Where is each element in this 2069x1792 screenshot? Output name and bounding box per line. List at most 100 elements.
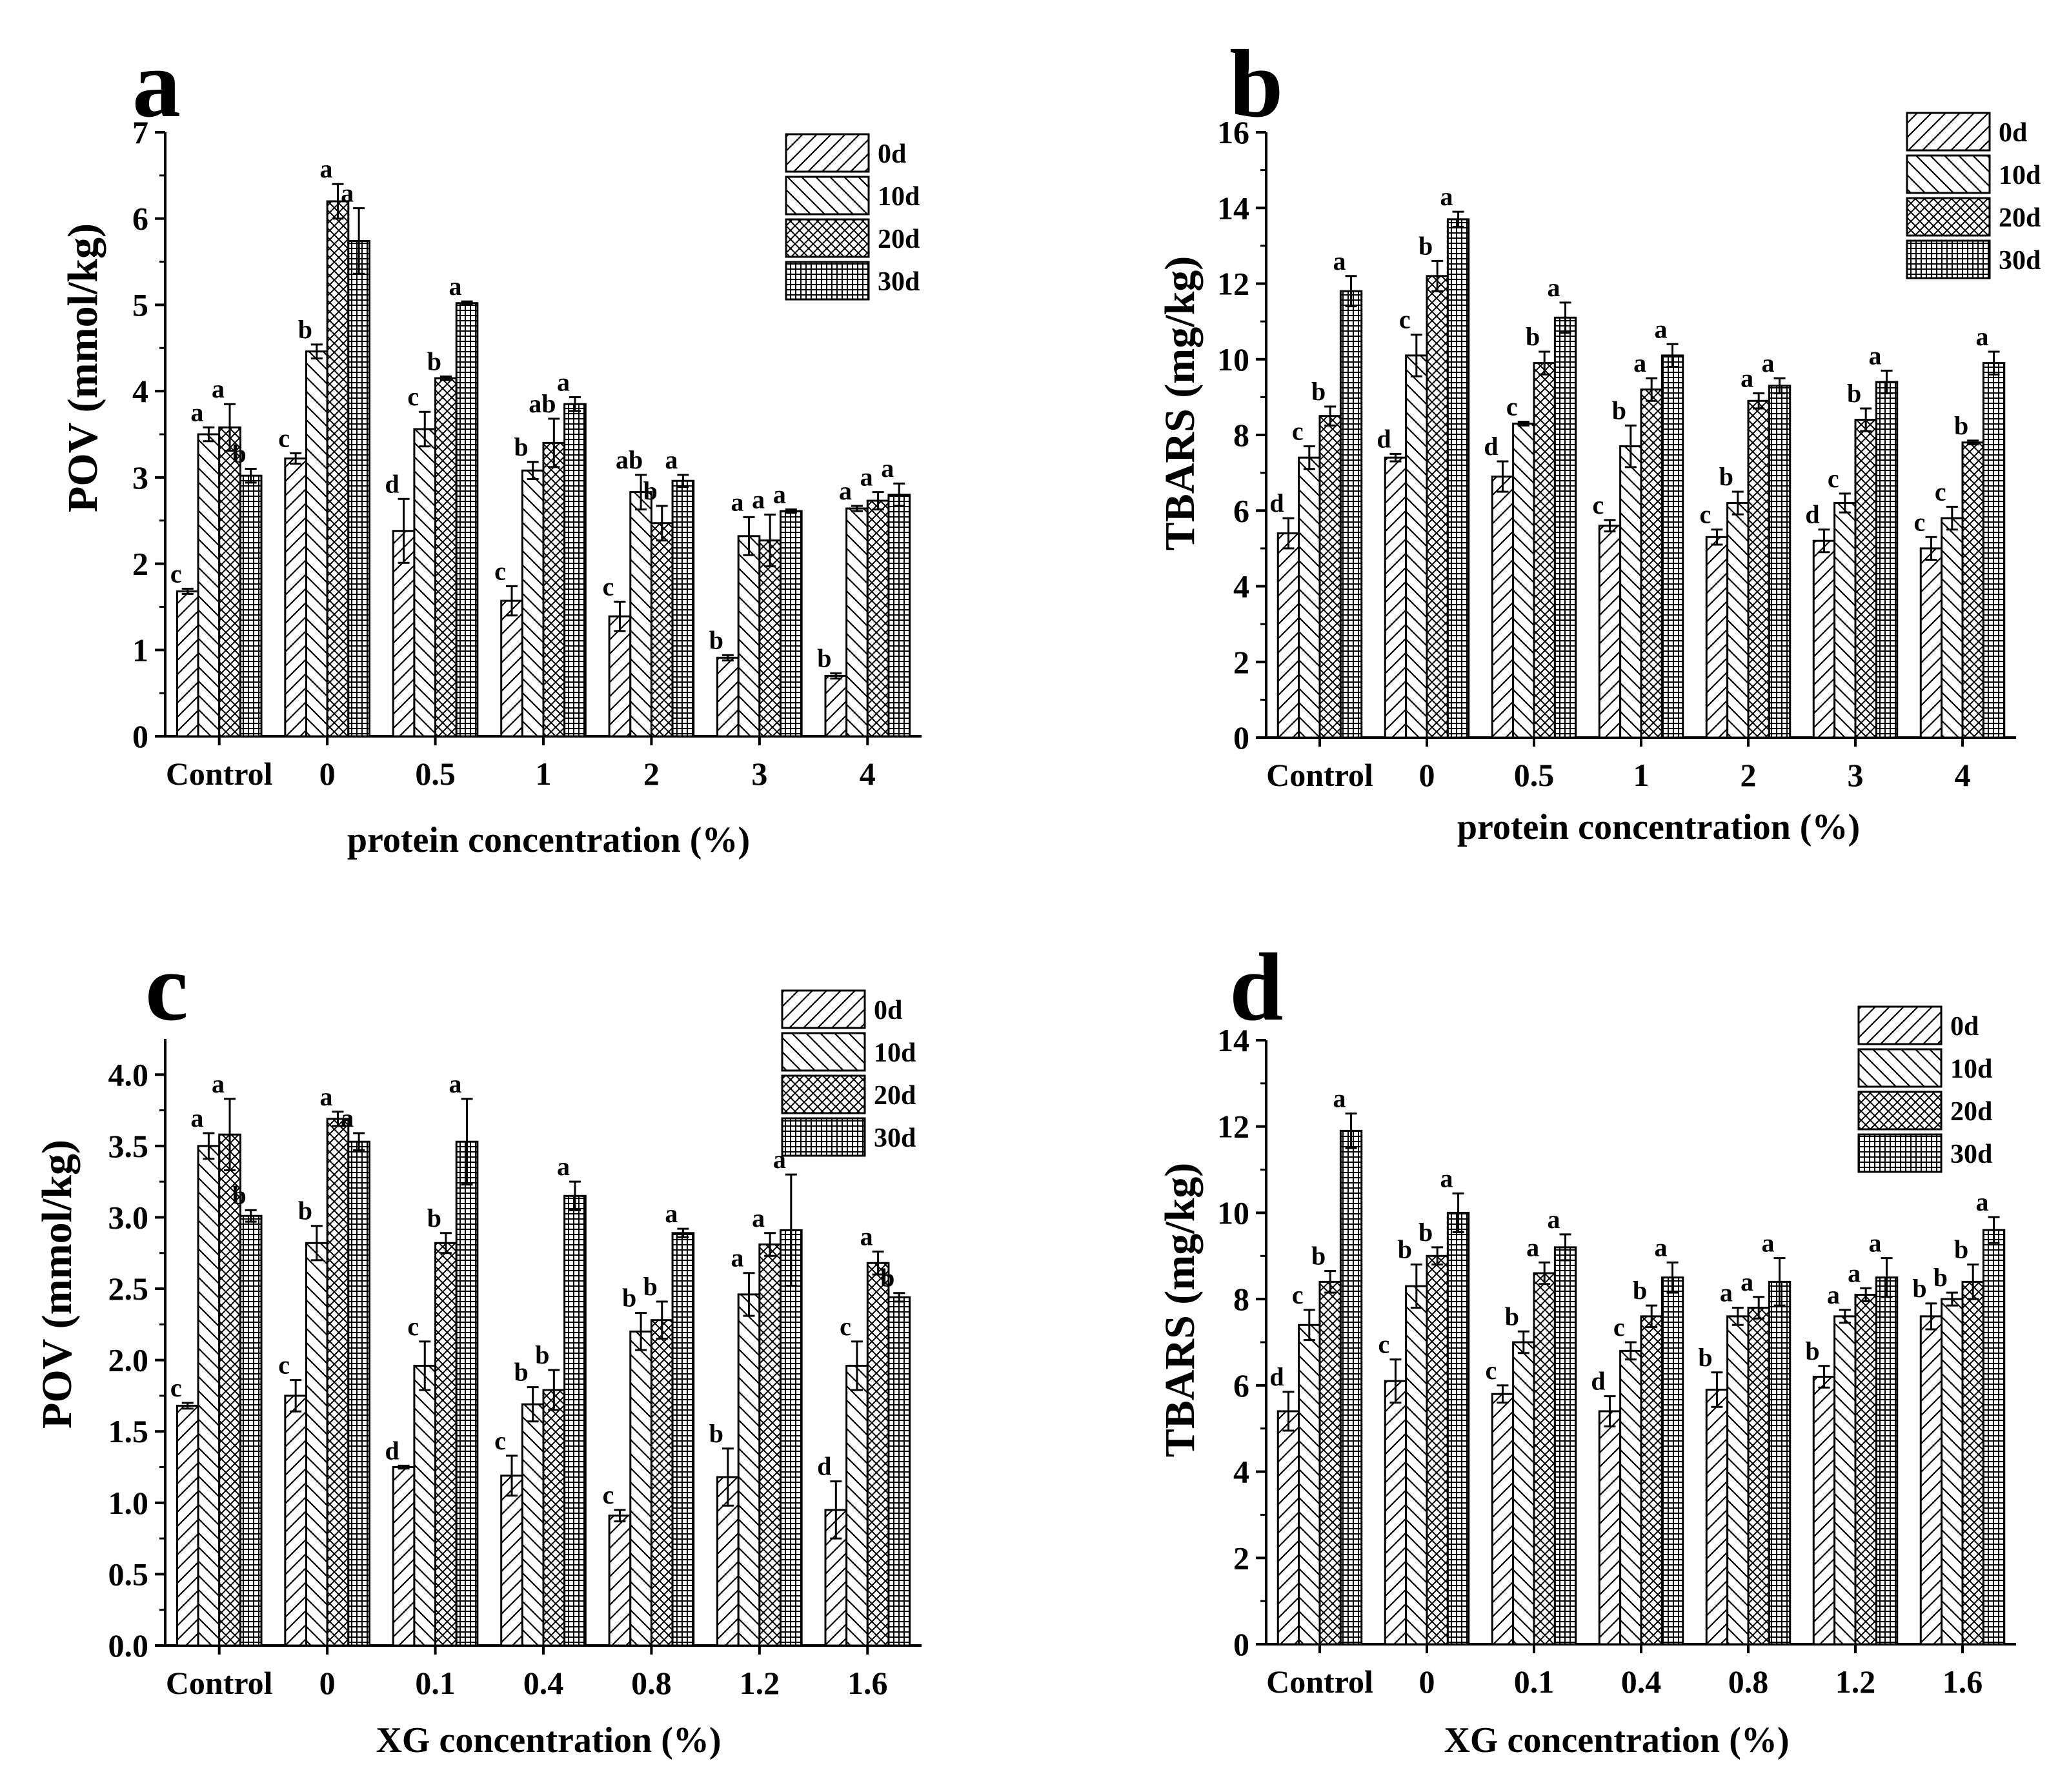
significance-letter: a [449, 272, 462, 301]
legend-swatch [781, 1032, 866, 1072]
bar [347, 239, 370, 738]
significance-letter: a [1869, 1229, 1882, 1258]
bar [1640, 388, 1663, 739]
plot-area-a: 01234567Controlcaab0cbaa0.5dcba1cbaba2ca… [132, 114, 922, 792]
bar [629, 491, 652, 738]
x-tick-label: Control [1266, 757, 1373, 793]
y-axis-label-a: POV (mmol/kg) [59, 223, 106, 512]
x-tick-label: 3 [1848, 757, 1864, 793]
x-tick-label: 1 [536, 756, 552, 792]
bar [887, 494, 911, 738]
significance-letter: a [1548, 273, 1560, 302]
significance-letter: a [212, 374, 225, 403]
significance-letter: c [407, 1312, 419, 1341]
y-axis-label-b: TBARS (mg/kg) [1156, 256, 1204, 551]
significance-letter: a [1333, 247, 1346, 276]
bar [542, 1389, 566, 1647]
significance-letter: a [1869, 341, 1882, 370]
bar [1705, 1389, 1729, 1646]
bar [845, 1364, 869, 1647]
bar [1405, 1285, 1428, 1646]
significance-letter: a [1741, 1267, 1753, 1296]
legend-swatch [1857, 1133, 1943, 1173]
y-tick-label: 1.5 [108, 1413, 149, 1449]
significance-letter: a [1741, 364, 1753, 393]
legend-label: 0d [874, 996, 902, 1025]
x-tick-label: 0.5 [415, 756, 456, 792]
legend-label: 10d [878, 182, 920, 212]
x-tick-label: 4 [1955, 757, 1971, 793]
significance-letter: a [752, 1203, 765, 1233]
bar [866, 1262, 890, 1647]
legend-label: 0d [1950, 1012, 1979, 1042]
significance-letter: b [643, 476, 658, 505]
significance-letter: b [1719, 462, 1733, 491]
y-tick-label: 3.5 [108, 1128, 149, 1164]
bar [737, 535, 761, 738]
significance-letter: d [1269, 1362, 1284, 1391]
significance-letter: a [860, 463, 873, 492]
significance-letter: b [817, 643, 831, 672]
significance-letter: a [1720, 1278, 1733, 1307]
significance-letter: c [494, 1426, 506, 1455]
y-tick-label: 0 [1233, 1626, 1249, 1662]
legend-c: 0d 10d 20d 30d [781, 989, 916, 1157]
significance-letter: a [1976, 322, 1989, 351]
bar [347, 1140, 370, 1647]
significance-letter: d [1591, 1367, 1605, 1396]
significance-letter: a [319, 154, 332, 183]
x-tick-label: 0.1 [415, 1665, 456, 1701]
significance-letter: d [1805, 500, 1819, 529]
bar [650, 1319, 674, 1647]
significance-letter: a [665, 1199, 678, 1228]
y-tick-label: 16 [1217, 114, 1249, 150]
x-tick-label: 0 [319, 756, 336, 792]
bar [1640, 1315, 1663, 1646]
significance-letter: a [1633, 348, 1646, 378]
bar [1277, 532, 1300, 739]
significance-letter: a [752, 485, 765, 514]
bar [1812, 539, 1836, 739]
significance-letter: b [1311, 1242, 1326, 1271]
bar [1446, 218, 1470, 739]
bar [1660, 354, 1684, 739]
bar [737, 1293, 761, 1647]
x-tick-label: 1.2 [1835, 1664, 1876, 1700]
legend-label: 10d [1999, 161, 2041, 190]
bar [563, 403, 587, 738]
bar [1854, 419, 1877, 739]
legend-swatch [1857, 1048, 1943, 1088]
legend-label: 20d [874, 1081, 916, 1111]
y-tick-label: 4 [1233, 1454, 1249, 1490]
bar [629, 1330, 652, 1647]
x-tick-label: 4 [860, 756, 876, 792]
bar [780, 510, 803, 738]
significance-letter: b [1633, 1276, 1647, 1305]
y-tick-label: 7 [132, 114, 148, 150]
bar [1705, 536, 1729, 739]
x-tick-label: 2 [643, 756, 660, 792]
significance-letter: d [1269, 488, 1284, 518]
bar [1339, 1129, 1363, 1646]
bar [563, 1194, 587, 1647]
panel-label-d: d [1229, 934, 1283, 1041]
significance-letter: b [1398, 1235, 1412, 1264]
bar [413, 428, 437, 738]
legend-swatch [785, 261, 870, 301]
significance-letter: d [1484, 432, 1498, 461]
significance-letter: c [1378, 1330, 1390, 1359]
x-tick-label: 0 [1419, 757, 1435, 793]
bar [758, 1243, 782, 1647]
bar [1854, 1293, 1877, 1646]
bar [758, 539, 782, 738]
significance-letter: a [1526, 1233, 1539, 1262]
legend-swatch [785, 133, 870, 173]
legend-swatch [781, 1117, 866, 1157]
bar [1446, 1211, 1470, 1646]
y-tick-label: 1.0 [108, 1485, 149, 1521]
significance-letter: ab [616, 445, 643, 474]
bar [284, 1394, 307, 1647]
bar [1384, 456, 1408, 739]
bar [392, 1466, 416, 1647]
bar [305, 1242, 328, 1647]
